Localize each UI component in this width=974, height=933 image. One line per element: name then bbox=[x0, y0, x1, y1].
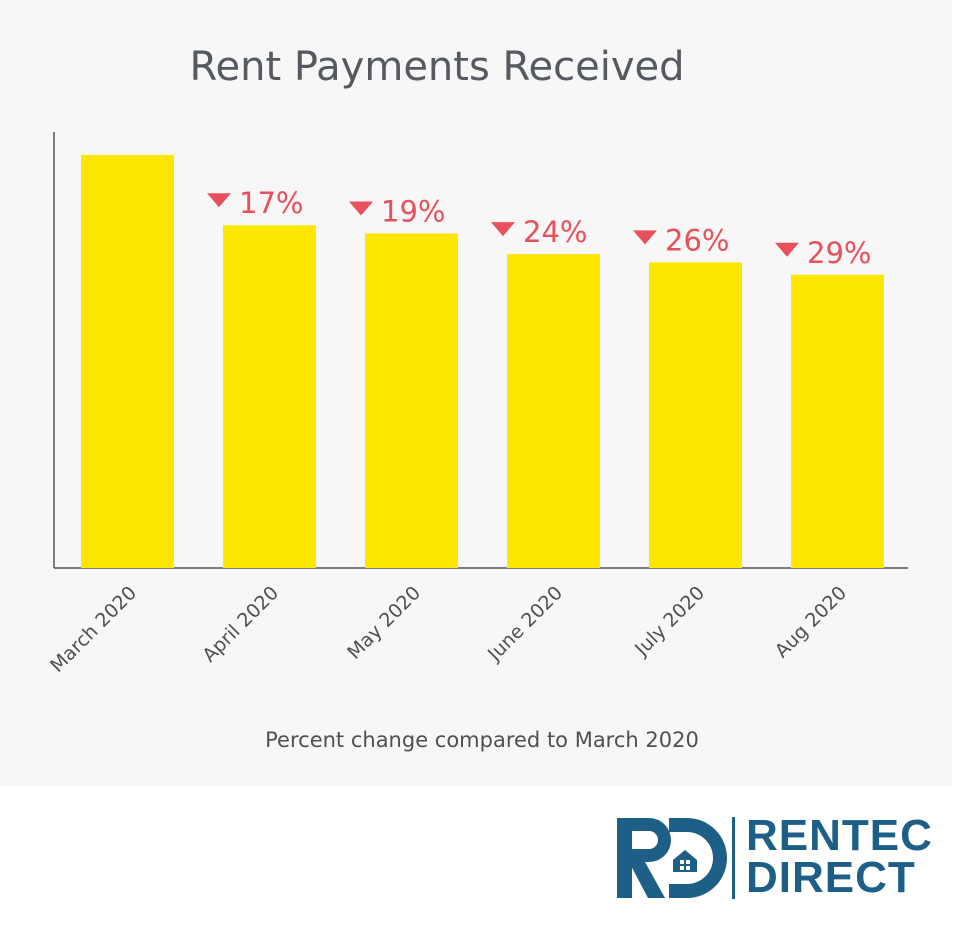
x-axis-caption: Percent change compared to March 2020 bbox=[265, 728, 699, 752]
data-label: 29% bbox=[807, 236, 871, 270]
logo-divider bbox=[732, 817, 735, 899]
bar bbox=[649, 262, 742, 568]
data-label: 26% bbox=[665, 223, 729, 257]
x-tick-label: June 2020 bbox=[483, 582, 567, 666]
bar bbox=[81, 155, 174, 568]
logo-text-direct: DIRECT bbox=[746, 853, 916, 902]
bar bbox=[223, 225, 316, 568]
data-label: 24% bbox=[523, 215, 587, 249]
down-triangle-icon bbox=[775, 242, 799, 257]
x-tick-label: May 2020 bbox=[343, 582, 425, 664]
logo-text-rentec: RENTEC bbox=[746, 811, 933, 860]
data-label: 19% bbox=[381, 194, 445, 228]
x-tick-label: April 2020 bbox=[198, 582, 283, 667]
down-triangle-icon bbox=[349, 201, 373, 216]
bar-chart: March 2020 April 2020 17% May 2020 19% June 2… bbox=[46, 132, 908, 677]
rd-logo-icon bbox=[617, 818, 727, 898]
bar bbox=[507, 254, 600, 568]
bar bbox=[365, 233, 458, 568]
down-triangle-icon bbox=[207, 193, 231, 208]
x-tick-label: March 2020 bbox=[46, 582, 141, 677]
x-tick-label: Aug 2020 bbox=[771, 582, 851, 662]
chart-title: Rent Payments Received bbox=[189, 44, 685, 90]
data-label: 17% bbox=[239, 186, 303, 220]
down-triangle-icon bbox=[491, 222, 515, 237]
x-tick-label: July 2020 bbox=[630, 582, 709, 661]
bar bbox=[791, 274, 884, 568]
down-triangle-icon bbox=[633, 230, 657, 245]
rentec-direct-logo: RENTEC DIRECT bbox=[615, 812, 945, 902]
